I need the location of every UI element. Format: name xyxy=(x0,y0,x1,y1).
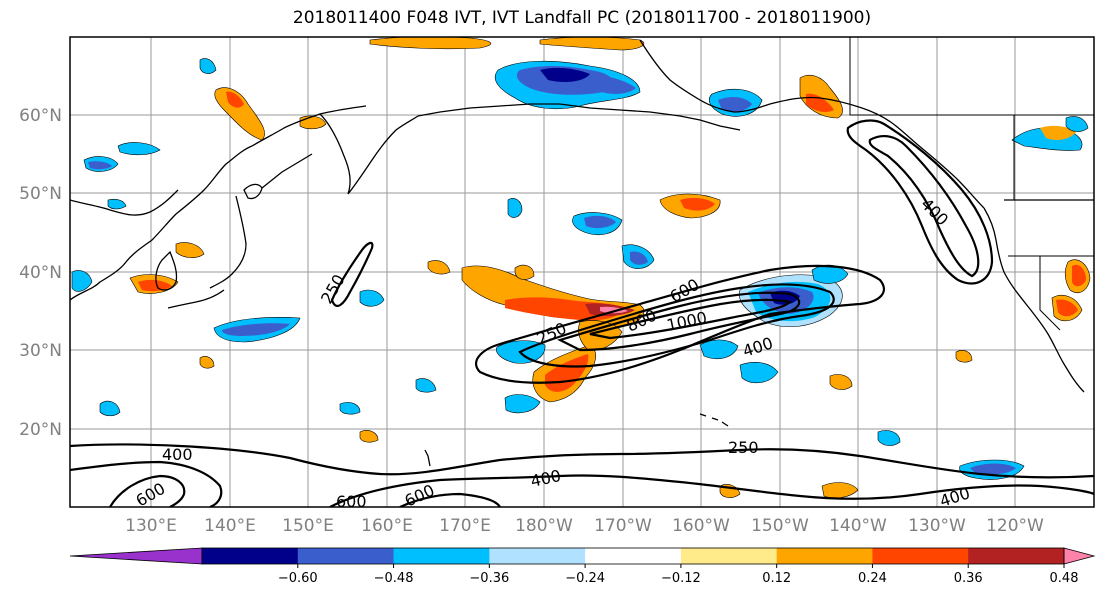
lon-label: 130°E xyxy=(125,516,177,536)
contour-label: 600 xyxy=(336,492,367,511)
lon-label: 140°E xyxy=(204,516,256,536)
lon-label: 170°E xyxy=(439,516,491,536)
lon-label: 160°W xyxy=(672,516,730,536)
lon-label: 140°W xyxy=(829,516,887,536)
colorbar-tick-label: 0.12 xyxy=(762,571,791,586)
colorbar-segment xyxy=(202,548,299,564)
lon-label: 150°W xyxy=(751,516,809,536)
colorbar-segment xyxy=(968,548,1065,564)
longitude-labels: 130°E 140°E 150°E 160°E 170°E 180°W 170°… xyxy=(125,516,1044,536)
lon-label: 130°W xyxy=(908,516,966,536)
ivt-anomaly-fill xyxy=(71,37,1091,499)
colorbar-tick-label: 0.24 xyxy=(858,571,887,586)
lat-label: 60°N xyxy=(19,106,62,126)
contour-label: 400 xyxy=(162,445,193,464)
colorbar-segment xyxy=(680,548,778,564)
lat-label: 30°N xyxy=(19,341,62,361)
colorbar-segment xyxy=(489,548,586,564)
ivt-contours xyxy=(70,119,1094,507)
colorbar-extension-low xyxy=(69,547,203,565)
colorbar-segment xyxy=(297,548,395,564)
colorbar-segment xyxy=(872,548,969,564)
colorbar-tick-label: −0.60 xyxy=(278,571,318,586)
colorbar-tick-label: −0.36 xyxy=(469,571,509,586)
latitude-labels: 60°N 50°N 40°N 30°N 20°N xyxy=(19,106,62,440)
colorbar-extension-high xyxy=(1063,547,1096,565)
colorbar-segment xyxy=(393,548,490,564)
lat-label: 50°N xyxy=(19,184,62,204)
colorbar: −0.60 −0.48 −0.36 −0.24 −0.12 0.12 0.24 0.36 0.4… xyxy=(69,547,1096,586)
lon-label: 170°W xyxy=(594,516,652,536)
colorbar-segment xyxy=(776,548,873,564)
colorbar-outline xyxy=(201,547,1065,565)
lon-label: 160°E xyxy=(361,516,413,536)
colorbar-tick-label: −0.12 xyxy=(661,571,701,586)
colorbar-tick-label: −0.24 xyxy=(565,571,605,586)
contour-label: 400 xyxy=(937,483,972,511)
colorbar-segment xyxy=(585,548,682,564)
lon-label: 180°W xyxy=(515,516,573,536)
colorbar-tick-label: 0.48 xyxy=(1050,571,1079,586)
lat-label: 20°N xyxy=(19,420,62,440)
map-panel: 250 250 400 400 400 400 400 600 600 600 … xyxy=(69,36,1095,511)
colorbar-tick-label: 0.36 xyxy=(954,571,983,586)
page-title: 2018011400 F048 IVT, IVT Landfall PC (20… xyxy=(292,8,872,28)
lon-label: 120°W xyxy=(986,516,1044,536)
contour-label: 250 xyxy=(728,438,759,457)
lon-label: 150°E xyxy=(282,516,334,536)
lat-label: 40°N xyxy=(19,263,62,283)
colorbar-tick-label: −0.48 xyxy=(374,571,414,586)
coastlines xyxy=(70,37,1094,467)
